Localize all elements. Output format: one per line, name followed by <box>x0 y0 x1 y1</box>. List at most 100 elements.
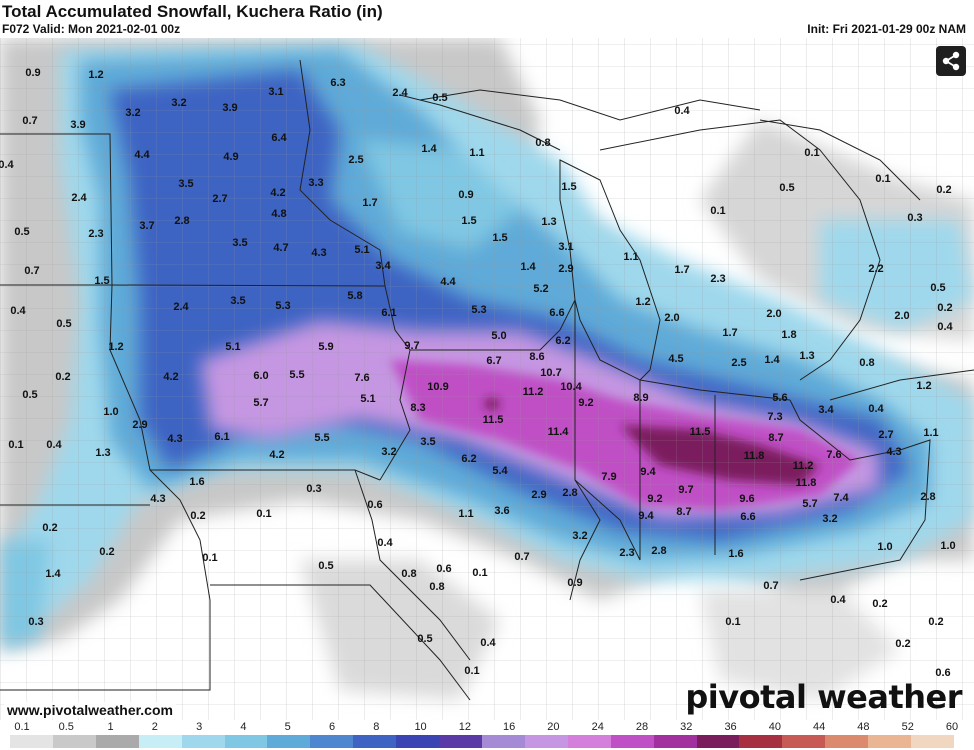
legend-tick-label: 24 <box>591 721 604 733</box>
snowfall-value-label: 0.4 <box>46 439 62 451</box>
snowfall-value-label: 3.5 <box>178 178 193 190</box>
snowfall-value-label: 3.9 <box>70 119 85 131</box>
snowfall-value-label: 1.3 <box>95 447 110 459</box>
snowfall-value-label: 1.4 <box>45 568 61 580</box>
state-borders <box>0 59 931 701</box>
snowfall-value-label: 6.0 <box>253 370 268 382</box>
share-button[interactable] <box>936 46 966 76</box>
snowfall-value-label: 0.2 <box>99 546 114 558</box>
snowfall-value-label: 1.7 <box>722 327 737 339</box>
legend-tick-label: 5 <box>284 721 291 733</box>
snowfall-value-label: 0.2 <box>936 184 951 196</box>
legend-tick-label: 36 <box>724 721 737 733</box>
snowfall-value-label: 0.2 <box>928 616 943 628</box>
snowfall-value-label: 7.4 <box>833 492 849 504</box>
snowfall-value-label: 3.2 <box>822 513 837 525</box>
snowfall-value-label: 2.2 <box>868 263 883 275</box>
snowfall-value-label: 0.5 <box>318 560 333 572</box>
snowfall-value-label: 4.4 <box>440 276 456 288</box>
legend-bar <box>10 735 954 748</box>
snowfall-value-label: 1.0 <box>103 406 118 418</box>
snowfall-value-label: 0.1 <box>710 205 725 217</box>
snowfall-value-label: 9.6 <box>739 493 754 505</box>
snowfall-value-label: 1.5 <box>94 275 109 287</box>
legend-tick-label: 20 <box>547 721 560 733</box>
snowfall-value-label: 11.5 <box>483 414 504 426</box>
county-grid <box>0 38 974 720</box>
color-legend: 0.1 0.5 1 2 3 4 5 6 8 10 12 16 20 24 28 32 36 40 44 48 52 60 <box>0 720 974 750</box>
snowfall-value-label: 2.9 <box>132 419 147 431</box>
legend-swatch <box>825 735 869 748</box>
snowfall-value-label: 4.2 <box>163 371 178 383</box>
init-time: Init: Fri 2021-01-29 00z NAM <box>807 22 966 36</box>
legend-swatch <box>653 735 697 748</box>
snowfall-value-label: 2.4 <box>392 87 408 99</box>
snowfall-value-label: 0.6 <box>367 499 382 511</box>
snowfall-value-label: 5.7 <box>802 498 817 510</box>
snowfall-value-label: 5.2 <box>533 283 548 295</box>
snowfall-value-label: 2.3 <box>710 273 725 285</box>
snowfall-value-label: 1.1 <box>458 508 473 520</box>
snowfall-value-label: 2.5 <box>731 357 746 369</box>
snowfall-value-label: 0.3 <box>306 483 321 495</box>
snowfall-value-label: 1.1 <box>623 251 638 263</box>
snowfall-value-label: 9.7 <box>404 340 419 352</box>
snowfall-value-label: 6.6 <box>740 511 755 523</box>
snowfall-value-label: 1.2 <box>108 341 123 353</box>
legend-tick-label: 60 <box>945 721 959 733</box>
snowfall-value-label: 3.7 <box>139 220 154 232</box>
snowfall-value-label: 1.1 <box>469 147 484 159</box>
snowfall-value-label: 6.4 <box>271 132 287 144</box>
snowfall-value-label: 0.5 <box>432 92 447 104</box>
snowfall-value-label: 8.9 <box>633 392 648 404</box>
snowfall-value-label: 2.5 <box>348 154 363 166</box>
snowfall-value-label: 11.2 <box>793 460 814 472</box>
legend-tick-label: 16 <box>503 721 516 733</box>
legend-tick-label: 3 <box>196 721 203 733</box>
share-icon <box>942 51 960 71</box>
legend-tick-label: 2 <box>151 721 158 733</box>
snowfall-value-label: 3.1 <box>558 241 573 253</box>
snowfall-value-label: 3.6 <box>494 505 509 517</box>
website-link[interactable]: www.pivotalweather.com <box>4 702 176 718</box>
legend-swatch <box>267 735 311 748</box>
legend-swatch <box>10 735 53 748</box>
snowfall-value-label: 2.8 <box>174 215 189 227</box>
snowfall-value-label: 6.2 <box>555 335 570 347</box>
snowfall-value-label: 0.7 <box>24 265 39 277</box>
snowfall-value-label: 0.5 <box>779 182 794 194</box>
snowfall-value-label: 9.7 <box>678 484 693 496</box>
snowfall-value-label: 0.3 <box>28 616 43 628</box>
snowfall-value-label: 0.4 <box>868 403 884 415</box>
snowfall-value-label: 5.5 <box>314 432 329 444</box>
snowfall-value-label: 4.2 <box>270 187 285 199</box>
snowfall-value-label: 2.0 <box>664 312 679 324</box>
snowfall-value-label: 4.5 <box>668 353 683 365</box>
snowfall-value-label: 10.4 <box>560 381 582 393</box>
snowfall-value-label: 0.1 <box>8 439 23 451</box>
legend-swatch <box>782 735 826 748</box>
snowfall-value-label: 4.7 <box>273 242 288 254</box>
snowfall-value-label: 0.2 <box>42 522 57 534</box>
snowfall-value-label: 1.6 <box>728 548 743 560</box>
snowfall-value-label: 6.1 <box>381 307 396 319</box>
snowfall-value-label: 0.2 <box>895 638 910 650</box>
snowfall-value-label: 11.8 <box>796 477 817 489</box>
snowfall-value-label: 1.2 <box>916 380 931 392</box>
snowfall-value-label: 0.4 <box>674 105 690 117</box>
snowfall-value-label: 6.3 <box>330 77 345 89</box>
snowfall-map: 0.9 1.2 0.7 3.9 3.2 3.2 3.9 3.1 6.3 2.4 0.5 0.4 0.4 4… <box>0 38 974 720</box>
snowfall-value-label: 0.4 <box>937 321 953 333</box>
legend-swatch <box>524 735 568 748</box>
snowfall-value-label: 2.8 <box>920 491 935 503</box>
snowfall-value-label: 1.3 <box>541 216 556 228</box>
snowfall-value-label: 3.9 <box>222 102 237 114</box>
snowfall-value-label: 0.1 <box>472 567 487 579</box>
legend-swatch <box>95 735 139 748</box>
snowfall-value-label: 0.2 <box>872 598 887 610</box>
snowfall-value-label: 6.7 <box>486 355 501 367</box>
snowfall-value-label: 8.6 <box>529 351 544 363</box>
snowfall-value-label: 4.4 <box>134 149 150 161</box>
snowfall-value-label: 2.3 <box>619 547 634 559</box>
snowfall-value-label: 1.5 <box>561 181 576 193</box>
